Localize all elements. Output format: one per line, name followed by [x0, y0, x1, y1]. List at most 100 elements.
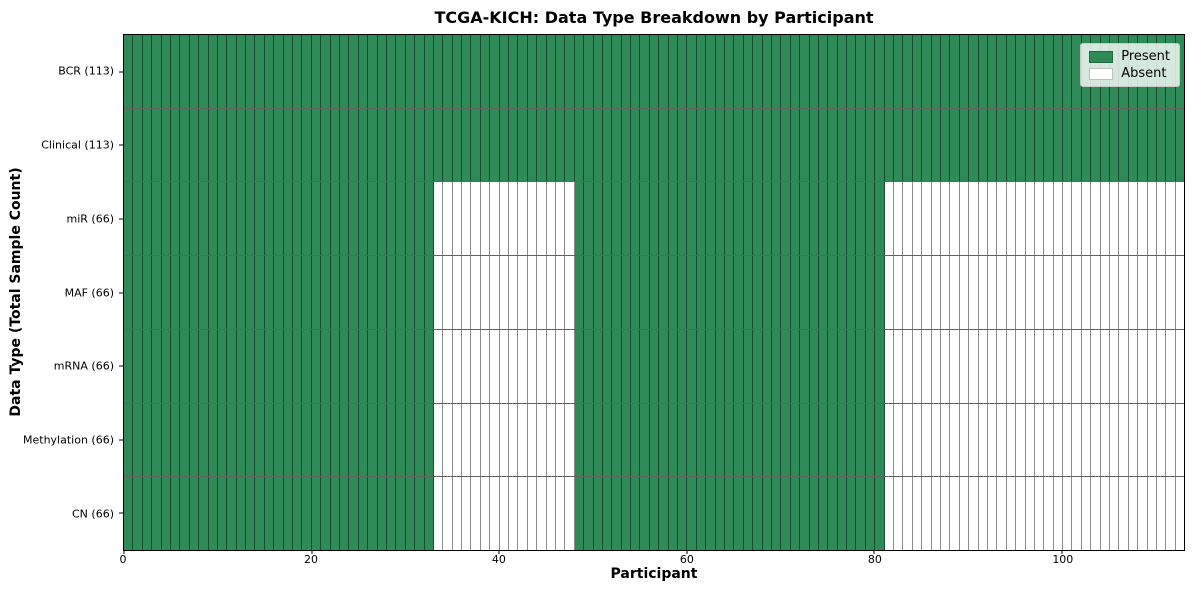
- heatmap-cell: [208, 35, 218, 108]
- heatmap-cell: [678, 329, 688, 403]
- heatmap-cell: [940, 182, 951, 256]
- heatmap-cell: [818, 477, 829, 551]
- heatmap-cell: [828, 35, 838, 108]
- heatmap-cell: [255, 35, 265, 108]
- heatmap-cell: [781, 403, 791, 477]
- heatmap-cell: [1110, 182, 1120, 256]
- heatmap-cell: [1147, 477, 1157, 551]
- heatmap-cell: [199, 403, 209, 477]
- heatmap-cell: [565, 35, 575, 108]
- heatmap-cell: [771, 403, 782, 477]
- heatmap-cell: [124, 108, 134, 182]
- heatmap-cell: [1006, 403, 1017, 477]
- heatmap-cell: [368, 403, 378, 477]
- heatmap-cell: [236, 35, 247, 108]
- heatmap-cell: [837, 477, 848, 551]
- heatmap-cell: [255, 182, 265, 256]
- heatmap-cell: [480, 329, 491, 403]
- x-tick-label-100: 100: [1052, 553, 1074, 566]
- heatmap-cell: [931, 182, 941, 256]
- heatmap-cell: [903, 108, 913, 182]
- heatmap-cell: [565, 329, 575, 403]
- heatmap-cell: [302, 108, 312, 182]
- x-tick-label-60: 60: [679, 553, 694, 566]
- heatmap-cell: [781, 182, 791, 256]
- heatmap-cell: [152, 477, 162, 551]
- heatmap-cell: [509, 108, 519, 182]
- heatmap-cell: [546, 477, 556, 551]
- heatmap-cell: [1053, 403, 1064, 477]
- heatmap-cell: [687, 256, 697, 329]
- heatmap-cell: [837, 108, 848, 182]
- heatmap-cell: [452, 256, 463, 329]
- heatmap-cell: [424, 35, 434, 108]
- y-tick-mark: [119, 144, 123, 146]
- heatmap-cell: [696, 108, 707, 182]
- heatmap-cell: [725, 403, 735, 477]
- heatmap-cell: [152, 256, 162, 329]
- heatmap-cell: [555, 329, 566, 403]
- heatmap-cell: [452, 329, 463, 403]
- heatmap-cell: [715, 108, 725, 182]
- heatmap-cell: [602, 477, 613, 551]
- heatmap-cell: [443, 182, 453, 256]
- heatmap-cell: [931, 256, 941, 329]
- heatmap-cell: [1119, 403, 1129, 477]
- heatmap-cell: [546, 108, 556, 182]
- heatmap-cell: [659, 256, 669, 329]
- heatmap-cell: [612, 403, 622, 477]
- heatmap-cell: [978, 35, 988, 108]
- heatmap-cell: [969, 329, 979, 403]
- heatmap-cell: [790, 182, 801, 256]
- heatmap-cell: [818, 329, 829, 403]
- heatmap-cell: [480, 477, 491, 551]
- heatmap-cell: [875, 329, 885, 403]
- heatmap-cell: [687, 108, 697, 182]
- heatmap-cell: [142, 329, 153, 403]
- heatmap-cell: [659, 477, 669, 551]
- heatmap-cell: [471, 108, 481, 182]
- heatmap-cell: [180, 182, 190, 256]
- heatmap-cell: [809, 256, 819, 329]
- heatmap-cell: [368, 182, 378, 256]
- heatmap-cell: [142, 35, 153, 108]
- heatmap-cell: [152, 35, 162, 108]
- heatmap-cell: [1138, 329, 1148, 403]
- heatmap-cell: [574, 477, 585, 551]
- heatmap-cell: [274, 403, 284, 477]
- heatmap-cell: [396, 108, 406, 182]
- heatmap-cell: [339, 108, 350, 182]
- heatmap-cell: [246, 329, 256, 403]
- heatmap-cell: [293, 256, 303, 329]
- heatmap-cell: [809, 108, 819, 182]
- heatmap-cell: [753, 35, 763, 108]
- heatmap-cell: [142, 403, 153, 477]
- heatmap-cell: [743, 182, 754, 256]
- heatmap-cell: [1110, 256, 1120, 329]
- heatmap-cell: [330, 108, 340, 182]
- heatmap-cell: [452, 403, 463, 477]
- heatmap-cell: [264, 108, 275, 182]
- heatmap-cell: [631, 35, 641, 108]
- heatmap-cell: [330, 403, 340, 477]
- heatmap-cell: [1138, 477, 1148, 551]
- heatmap-cell: [499, 108, 510, 182]
- heatmap-cell: [274, 182, 284, 256]
- heatmap-cell: [537, 403, 547, 477]
- heatmap-cell: [424, 403, 434, 477]
- heatmap-cell: [903, 403, 913, 477]
- x-tick-mark: [498, 550, 500, 554]
- heatmap-cell: [1147, 182, 1157, 256]
- heatmap-cell: [959, 329, 970, 403]
- heatmap-cell: [837, 182, 848, 256]
- heatmap-cell: [555, 256, 566, 329]
- heatmap-cell: [452, 108, 463, 182]
- heatmap-cell: [640, 108, 650, 182]
- heatmap-cell: [678, 477, 688, 551]
- heatmap-cell: [311, 403, 322, 477]
- heatmap-cell: [1063, 256, 1073, 329]
- heatmap-cell: [189, 477, 200, 551]
- x-tick-label-40: 40: [491, 553, 506, 566]
- heatmap-cell: [152, 182, 162, 256]
- heatmap-cell: [743, 108, 754, 182]
